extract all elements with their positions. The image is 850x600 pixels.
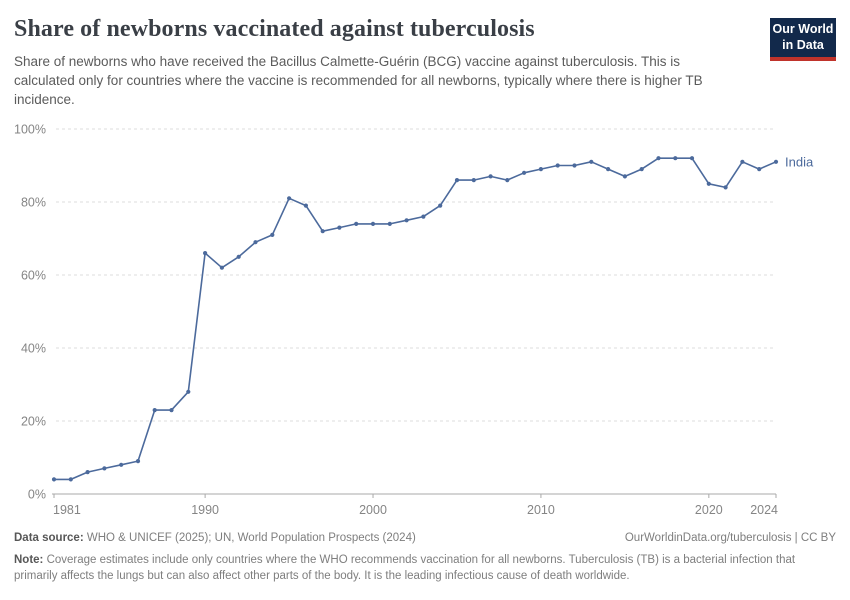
y-axis-label: 80% bbox=[21, 196, 46, 210]
data-point[interactable] bbox=[219, 265, 224, 270]
owid-logo[interactable]: Our World in Data bbox=[770, 18, 836, 61]
owid-url-link[interactable]: OurWorldinData.org/tuberculosis | CC BY bbox=[624, 532, 836, 544]
data-point[interactable] bbox=[505, 178, 510, 183]
data-point[interactable] bbox=[169, 408, 174, 413]
data-point[interactable] bbox=[555, 163, 560, 168]
data-point[interactable] bbox=[354, 221, 359, 226]
data-point[interactable] bbox=[320, 229, 325, 234]
data-point[interactable] bbox=[287, 196, 292, 201]
data-point[interactable] bbox=[421, 214, 426, 219]
footer-source-row: Data source: WHO & UNICEF (2025); UN, Wo… bbox=[14, 530, 836, 547]
y-axis-label: 100% bbox=[14, 123, 46, 137]
chart-subtitle: Share of newborns who have received the … bbox=[14, 54, 703, 108]
series-end-label[interactable]: India bbox=[785, 154, 814, 169]
chart-footer: Data source: WHO & UNICEF (2025); UN, Wo… bbox=[14, 530, 836, 585]
owid-logo-line1: Our World bbox=[772, 22, 834, 36]
data-point[interactable] bbox=[85, 470, 90, 475]
data-point[interactable] bbox=[773, 159, 779, 164]
data-point[interactable] bbox=[471, 178, 476, 183]
page-title: Share of newborns vaccinated against tub… bbox=[14, 16, 535, 42]
x-axis-label: 2020 bbox=[695, 503, 723, 517]
data-point[interactable] bbox=[337, 225, 342, 230]
data-source-label: Data source: bbox=[14, 532, 84, 544]
x-axis-label: 1981 bbox=[53, 503, 81, 517]
data-point[interactable] bbox=[639, 167, 644, 172]
data-point[interactable] bbox=[723, 185, 728, 190]
data-point[interactable] bbox=[689, 156, 695, 161]
data-point[interactable] bbox=[438, 203, 443, 208]
data-point[interactable] bbox=[706, 181, 711, 186]
data-point[interactable] bbox=[102, 466, 107, 471]
line-chart[interactable]: 0% 20% 40% 60% 80% 100% 1981 1990 2000 2010 2020 20… bbox=[0, 118, 850, 520]
y-axis-label: 20% bbox=[21, 415, 46, 429]
data-point[interactable] bbox=[656, 156, 661, 161]
data-point[interactable] bbox=[673, 156, 678, 161]
data-point[interactable] bbox=[186, 389, 191, 394]
chart-header: Share of newborns vaccinated against tub… bbox=[14, 16, 836, 109]
data-point[interactable] bbox=[270, 232, 275, 237]
data-point[interactable] bbox=[740, 159, 745, 164]
data-point[interactable] bbox=[606, 167, 611, 172]
data-point[interactable] bbox=[152, 408, 157, 413]
data-point[interactable] bbox=[236, 254, 241, 259]
owid-logo-line2: in Data bbox=[782, 37, 824, 52]
chart-canvas[interactable]: 0% 20% 40% 60% 80% 100% 1981 1990 2000 2010 2020 20… bbox=[0, 118, 850, 520]
data-point[interactable] bbox=[572, 163, 577, 168]
data-point[interactable] bbox=[303, 203, 308, 208]
y-axis-label: 60% bbox=[21, 269, 46, 283]
y-axis-label: 0% bbox=[28, 488, 46, 502]
data-point[interactable] bbox=[757, 167, 762, 172]
data-point[interactable] bbox=[135, 459, 141, 464]
data-point[interactable] bbox=[370, 221, 376, 226]
note-label: Note: bbox=[14, 553, 44, 566]
data-point[interactable] bbox=[522, 170, 527, 175]
x-axis-label: 2010 bbox=[527, 503, 555, 517]
data-source-text: Data source: WHO & UNICEF (2025); UN, Wo… bbox=[14, 530, 416, 547]
series-line-india[interactable] bbox=[53, 157, 777, 481]
data-point[interactable] bbox=[538, 167, 544, 172]
x-axis-label: 2024 bbox=[750, 503, 778, 517]
data-source-value: WHO & UNICEF (2025); UN, World Populatio… bbox=[83, 532, 416, 544]
x-axis-label: 1990 bbox=[191, 503, 219, 517]
x-axis-label: 2000 bbox=[359, 503, 387, 517]
data-point[interactable] bbox=[488, 174, 493, 179]
data-point[interactable] bbox=[622, 174, 628, 179]
data-point[interactable] bbox=[387, 221, 392, 226]
data-point[interactable] bbox=[589, 159, 594, 164]
data-point[interactable] bbox=[51, 477, 57, 482]
data-point[interactable] bbox=[454, 178, 460, 183]
data-point[interactable] bbox=[404, 218, 409, 223]
note-text: Coverage estimates include only countrie… bbox=[14, 553, 796, 583]
data-point[interactable] bbox=[68, 477, 73, 482]
footer-note: Note: Coverage estimates include only co… bbox=[14, 552, 814, 585]
data-point[interactable] bbox=[253, 240, 258, 245]
y-axis-label: 40% bbox=[21, 342, 46, 356]
data-point[interactable] bbox=[119, 462, 124, 467]
data-point[interactable] bbox=[203, 251, 208, 256]
